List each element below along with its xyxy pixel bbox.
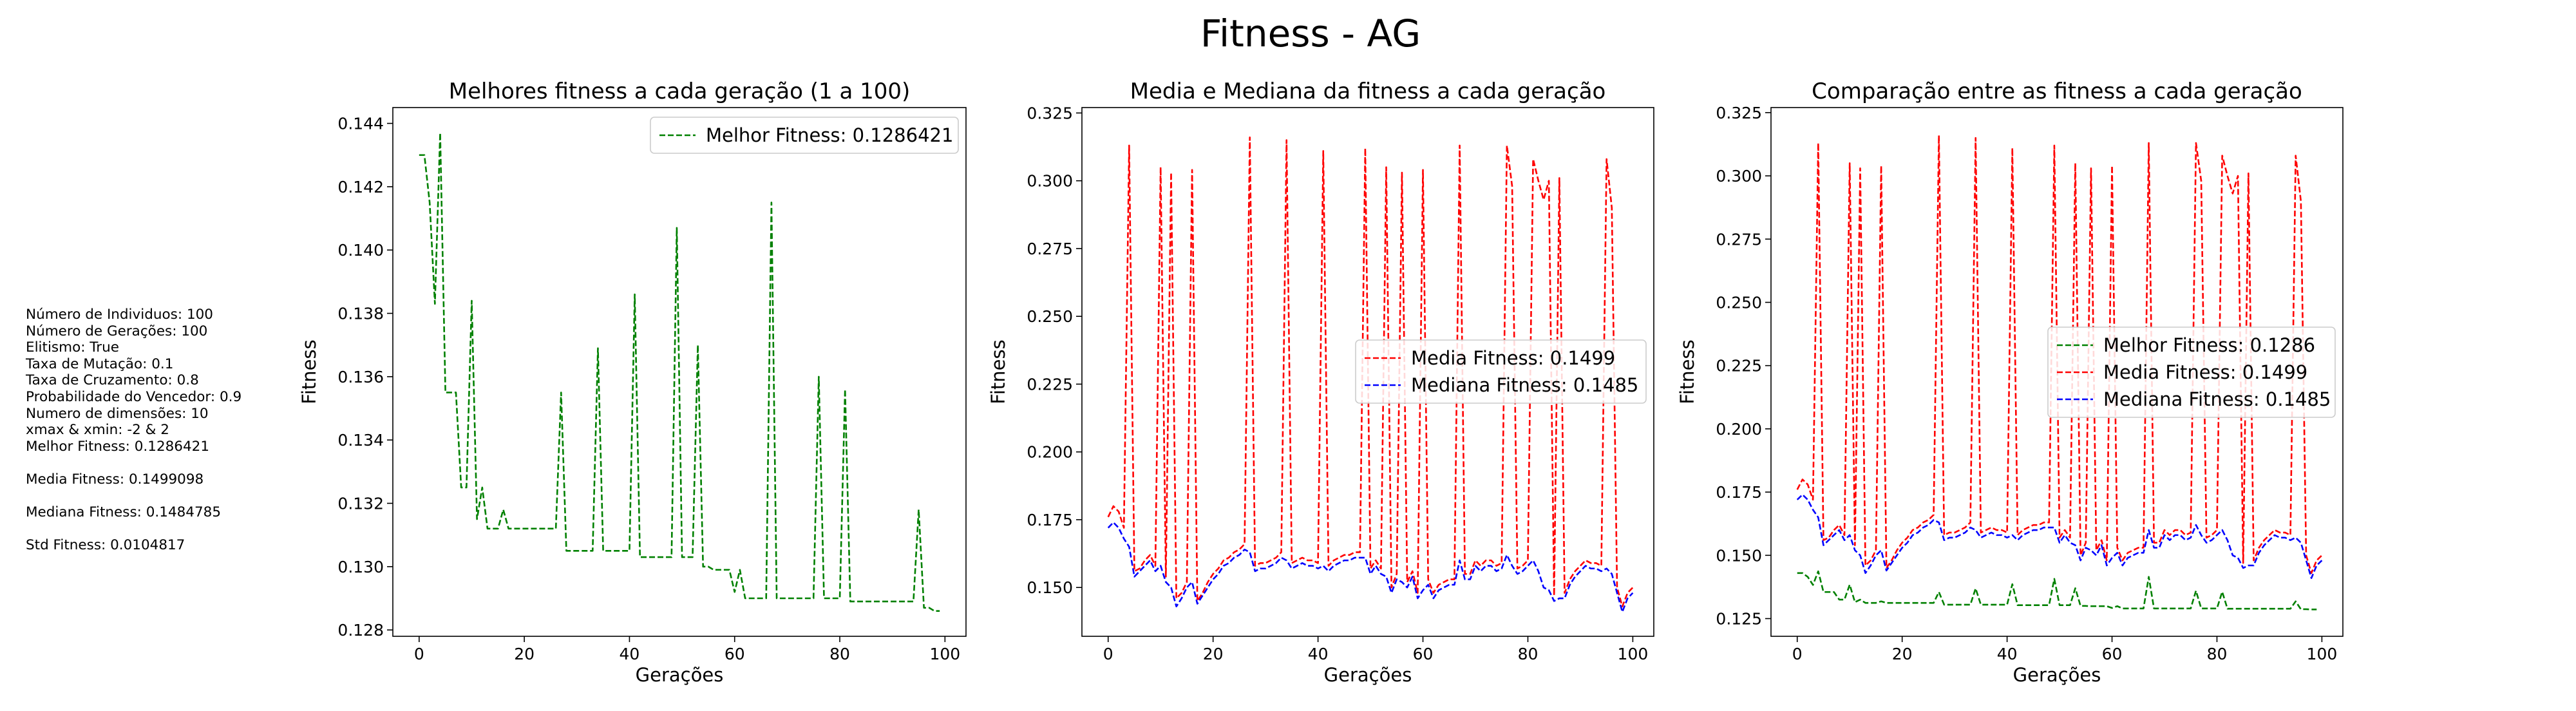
info-spacer <box>26 521 242 538</box>
y-tick-label: 0.250 <box>1716 293 1762 312</box>
info-line: Std Fitness: 0.0104817 <box>26 537 185 554</box>
x-tick-label: 80 <box>2207 645 2228 663</box>
x-tick-label: 40 <box>620 645 640 663</box>
y-tick-label: 0.200 <box>1027 443 1073 462</box>
x-axis-label: Gerações <box>1324 664 1412 686</box>
y-tick-label: 0.200 <box>1716 420 1762 439</box>
legend-box <box>1355 339 1647 404</box>
y-tick-label: 0.138 <box>337 305 384 323</box>
series-line-best <box>1797 570 2317 611</box>
chart-1: Melhores fitness a cada geração (1 a 100… <box>298 79 967 686</box>
series-line-median <box>1107 521 1634 613</box>
y-tick-label: 0.134 <box>337 431 384 450</box>
x-tick-label: 20 <box>1892 645 1913 663</box>
y-tick-label: 0.128 <box>337 621 384 640</box>
x-tick-label: 20 <box>1203 645 1224 663</box>
chart-title: Media e Mediana da fitness a cada geraçã… <box>1130 79 1606 104</box>
legend-label: Media Fitness: 0.1499 <box>2103 361 2307 383</box>
info-line: Taxa de Mutação: 0.1 <box>26 356 174 372</box>
y-tick-label: 0.275 <box>1027 240 1073 258</box>
info-spacer <box>26 488 242 505</box>
x-tick-label: 20 <box>514 645 535 663</box>
x-tick-label: 0 <box>1103 645 1113 663</box>
chart-title: Comparação entre as fitness a cada geraç… <box>1812 79 2302 104</box>
y-tick-label: 0.300 <box>1716 167 1762 185</box>
y-tick-label: 0.132 <box>337 495 384 513</box>
y-tick-label: 0.175 <box>1027 511 1073 529</box>
x-tick-label: 100 <box>2307 645 2338 663</box>
x-tick-label: 60 <box>724 645 745 663</box>
legend: Melhor Fitness: 0.1286 Media Fitness: 0.1… <box>2047 327 2336 418</box>
y-tick-label: 0.225 <box>1027 375 1073 393</box>
legend: Melhor Fitness: 0.1286421 <box>650 117 959 154</box>
y-tick-label: 0.250 <box>1027 307 1073 326</box>
y-tick-label: 0.325 <box>1027 104 1073 122</box>
y-tick-label: 0.140 <box>337 241 384 260</box>
y-tick-label: 0.275 <box>1716 230 1762 249</box>
legend-box <box>650 117 959 154</box>
legend-label: Mediana Fitness: 0.1485 <box>1411 374 1638 396</box>
legend-label: Melhor Fitness: 0.1286421 <box>706 124 953 146</box>
info-line: Elitismo: True <box>26 339 119 356</box>
chart-2: Media e Mediana da fitness a cada geraçã… <box>987 79 1654 686</box>
x-tick-label: 80 <box>829 645 850 663</box>
plot-frame <box>392 107 967 637</box>
x-axis-label: Gerações <box>2013 664 2101 686</box>
series-line-median <box>1796 493 2323 579</box>
info-line: Melhor Fitness: 0.1286421 <box>26 438 210 455</box>
info-line: xmax & xmin: -2 & 2 <box>26 422 169 439</box>
x-tick-label: 40 <box>1997 645 2018 663</box>
x-axis-label: Gerações <box>636 664 724 686</box>
x-tick-label: 100 <box>1618 645 1649 663</box>
y-tick-label: 0.300 <box>1027 172 1073 191</box>
y-tick-label: 0.150 <box>1716 546 1762 565</box>
x-tick-label: 100 <box>929 645 960 663</box>
legend-label: Media Fitness: 0.1499 <box>1411 347 1615 369</box>
x-tick-label: 0 <box>1792 645 1803 663</box>
chart-3: Comparação entre as fitness a cada geraç… <box>1676 79 2344 686</box>
y-tick-label: 0.130 <box>337 558 384 576</box>
y-tick-label: 0.150 <box>1027 578 1073 597</box>
chart-title: Melhores fitness a cada geração (1 a 100… <box>449 79 911 104</box>
legend-label: Melhor Fitness: 0.1286 <box>2103 334 2315 356</box>
legend-box <box>2047 327 2336 418</box>
info-spacer <box>26 455 242 471</box>
info-line: Mediana Fitness: 0.1484785 <box>26 504 222 521</box>
info-line: Probabilidade do Vencedor: 0.9 <box>26 388 242 405</box>
series-line-mean <box>1796 134 2323 574</box>
series-line-best <box>419 132 940 612</box>
x-tick-label: 80 <box>1518 645 1539 663</box>
info-line: Número de Gerações: 100 <box>26 323 208 339</box>
plot-frame <box>1770 107 2344 637</box>
figure-title: Fitness - AG <box>1200 12 1421 55</box>
legend: Media Fitness: 0.1499 Mediana Fitness: 0.… <box>1355 339 1647 404</box>
y-tick-label: 0.144 <box>337 115 384 133</box>
y-tick-label: 0.142 <box>337 178 384 196</box>
info-line: Taxa de Cruzamento: 0.8 <box>26 372 199 389</box>
plot-frame <box>1081 107 1654 637</box>
x-tick-label: 60 <box>2102 645 2123 663</box>
x-tick-label: 40 <box>1308 645 1329 663</box>
y-axis-label: Fitness <box>1676 339 1698 404</box>
info-line: Número de Individuos: 100 <box>26 307 213 323</box>
y-tick-label: 0.136 <box>337 368 384 386</box>
y-tick-label: 0.175 <box>1716 483 1762 502</box>
x-tick-label: 60 <box>1413 645 1434 663</box>
x-tick-label: 0 <box>414 645 424 663</box>
y-axis-label: Fitness <box>298 339 320 404</box>
series-line-mean <box>1107 137 1634 607</box>
y-axis-label: Fitness <box>987 339 1009 404</box>
y-tick-label: 0.325 <box>1716 104 1762 122</box>
info-line: Media Fitness: 0.1499098 <box>26 471 204 488</box>
y-tick-label: 0.125 <box>1716 610 1762 629</box>
legend-label: Mediana Fitness: 0.1485 <box>2103 388 2331 410</box>
info-line: Numero de dimensões: 10 <box>26 405 209 422</box>
info-panel: Número de Individuos: 100 Número de Geraç… <box>26 307 242 554</box>
y-tick-label: 0.225 <box>1716 357 1762 375</box>
